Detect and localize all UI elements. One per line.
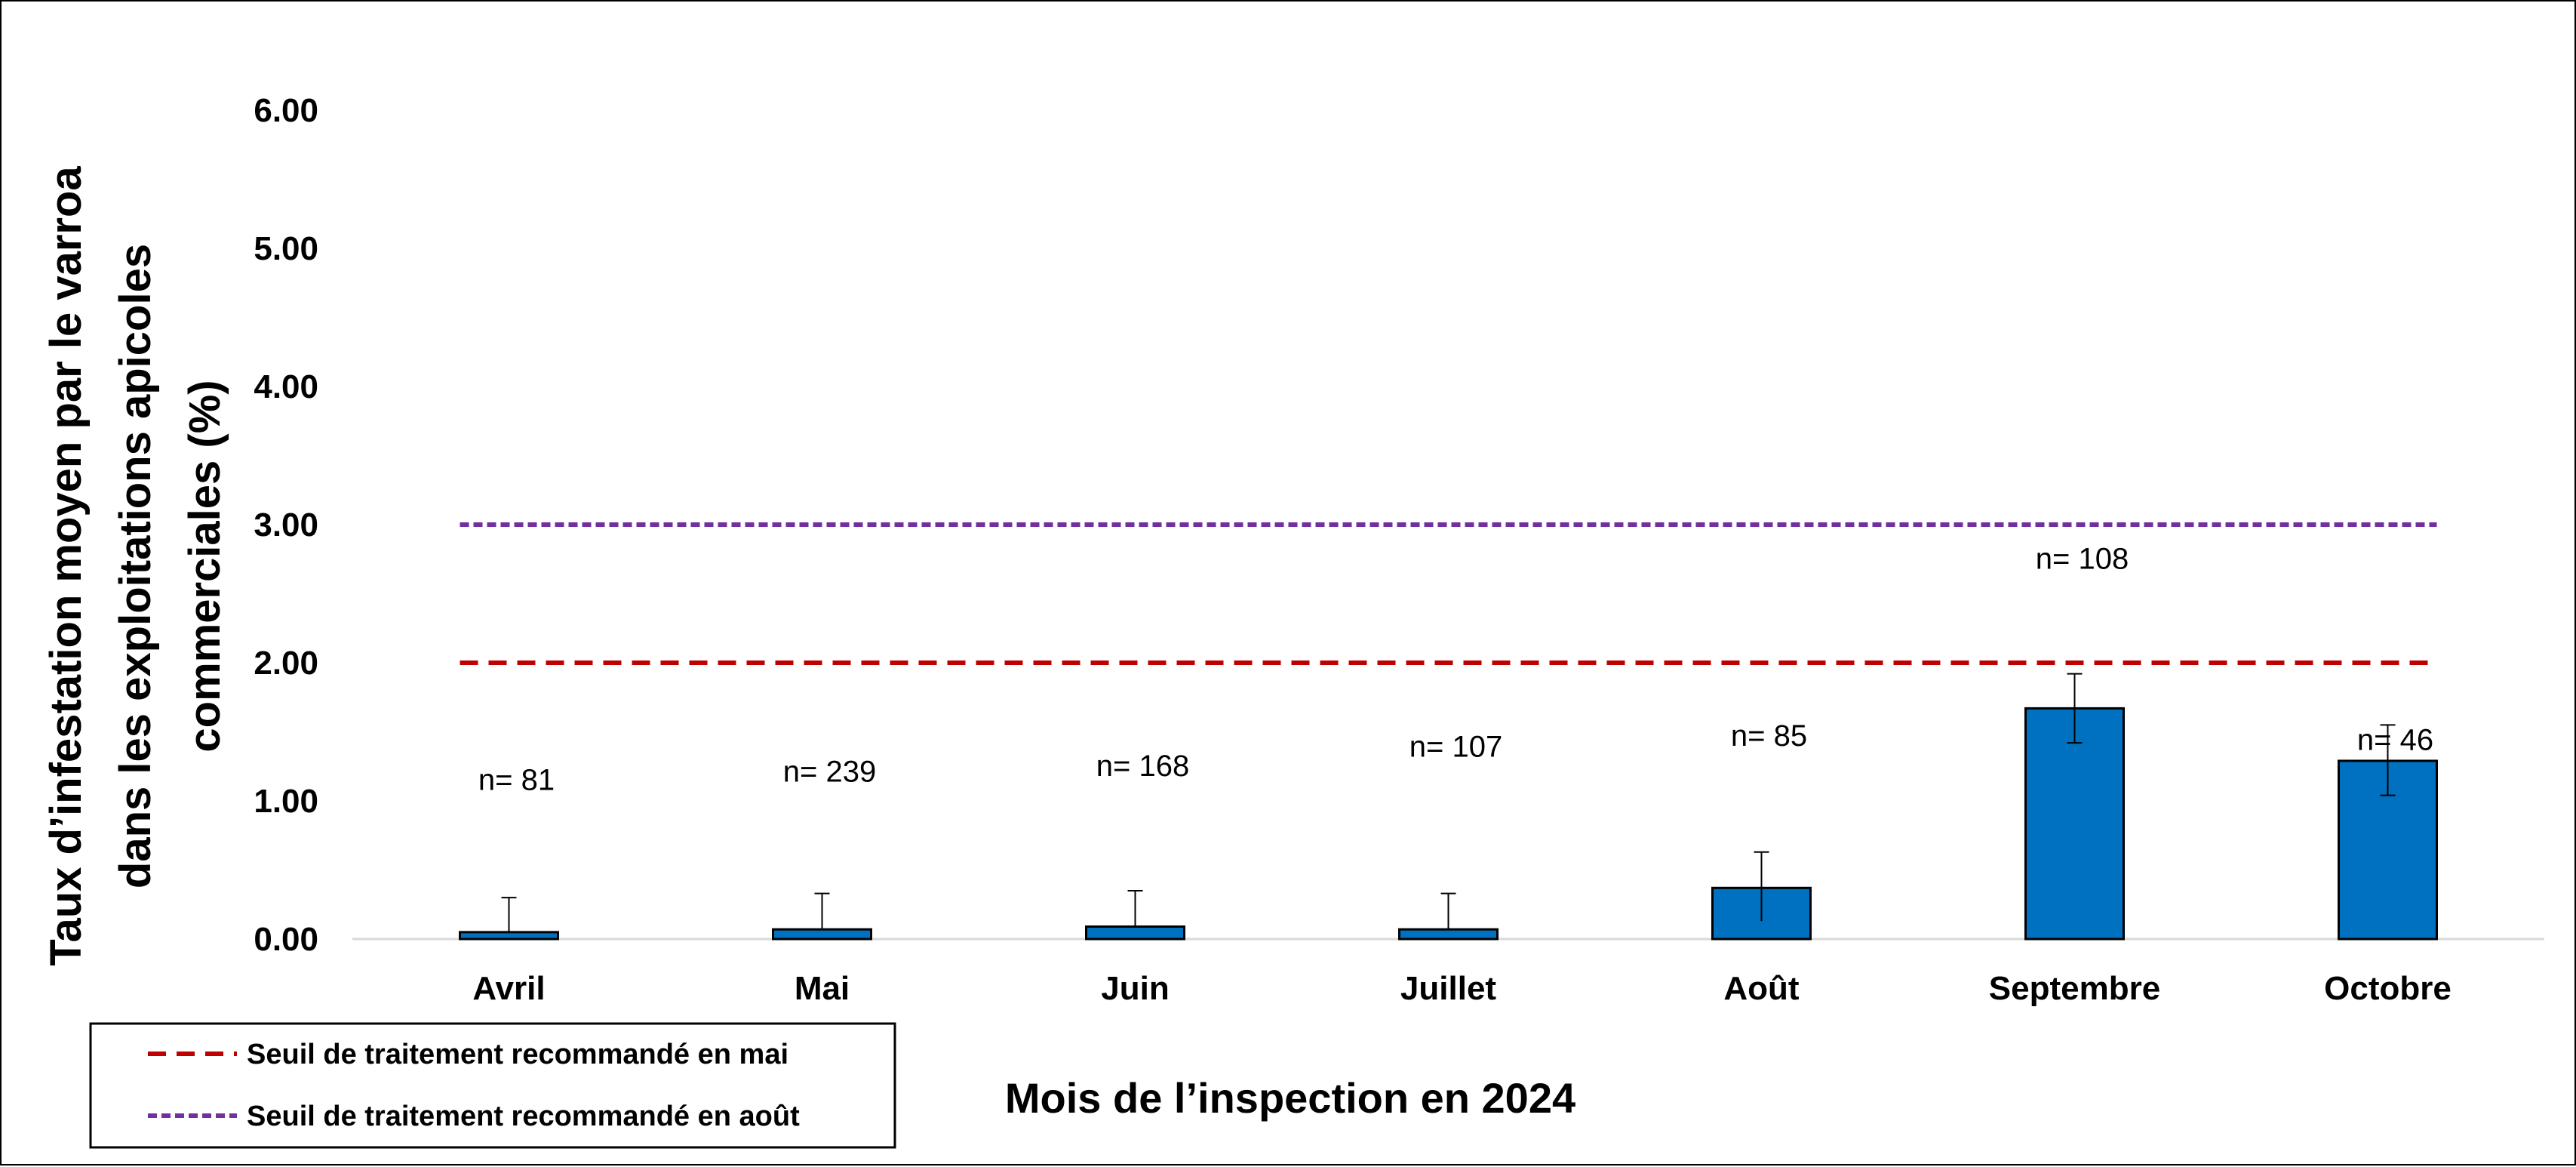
category-label: Avril [472, 970, 545, 1007]
y-tick-label: 2.00 [254, 645, 318, 682]
threshold-lines [460, 522, 2437, 665]
category-label: Juillet [1400, 970, 1496, 1007]
category-label: Septembre [1989, 970, 2160, 1007]
y-axis-title: Taux d’infestation moyen par le varroa d… [41, 166, 229, 966]
category-labels: Avril Mai Juin Juillet Août Septembre Octobre [472, 970, 2451, 1007]
category-label: Août [1723, 970, 1800, 1007]
y-axis-ticks: 0.00 1.00 2.00 3.00 4.00 5.00 6.00 [254, 92, 318, 958]
bar [772, 928, 872, 941]
y-tick-label: 0.00 [254, 921, 318, 958]
y-axis-title-line-2: dans les exploitations apicoles [111, 244, 160, 888]
n-label: n= 168 [1096, 750, 1189, 783]
bars [459, 707, 2438, 941]
category-label: Mai [795, 970, 850, 1007]
category-label: Octobre [2324, 970, 2452, 1007]
error-bars [501, 673, 2396, 932]
x-axis-title: Mois de l’inspection en 2024 [1005, 1074, 1575, 1122]
y-axis-title-line-1: Taux d’infestation moyen par le varroa [41, 166, 91, 966]
n-label: n= 108 [2036, 543, 2129, 576]
y-tick-label: 5.00 [254, 230, 318, 267]
legend-label-august: Seuil de traitement recommandé en août [247, 1101, 800, 1132]
y-tick-label: 3.00 [254, 507, 318, 543]
bar [1085, 925, 1185, 941]
n-label: n= 81 [478, 763, 555, 796]
n-label: n= 239 [783, 755, 876, 788]
n-label: n= 85 [1731, 719, 1807, 753]
n-label: n= 107 [1409, 730, 1502, 763]
y-tick-label: 1.00 [254, 783, 318, 820]
legend-label-may: Seuil de traitement recommandé en mai [247, 1039, 788, 1070]
y-tick-label: 6.00 [254, 92, 318, 129]
n-labels: n= 81 n= 239 n= 168 n= 107 n= 85 n= 108 n= 46 [478, 543, 2433, 797]
category-label: Juin [1101, 970, 1169, 1007]
y-axis-title-line-3: commerciales (%) [180, 380, 229, 752]
legend: Seuil de traitement recommandé en mai Se… [89, 1022, 896, 1149]
y-tick-label: 4.00 [254, 368, 318, 405]
legend-box [89, 1022, 896, 1149]
n-label: n= 46 [2357, 723, 2433, 756]
bar [459, 931, 559, 941]
bar [2024, 707, 2125, 941]
bar [1398, 928, 1499, 941]
